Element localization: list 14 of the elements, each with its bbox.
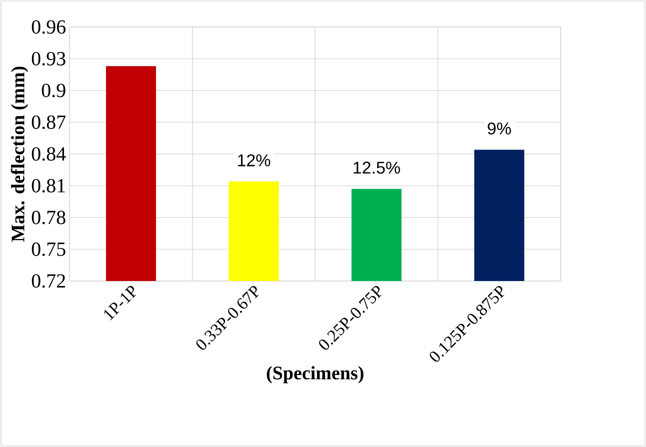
y-tick-label: 0.75 xyxy=(32,242,66,256)
y-tick-label: 0.93 xyxy=(32,52,66,66)
annotation: 12.5% xyxy=(354,162,400,174)
y-tick-label: 0.84 xyxy=(32,147,66,161)
annotation: 9% xyxy=(488,122,511,135)
y-tick-label: 0.81 xyxy=(32,178,65,193)
y-tick-label: 0.96 xyxy=(32,20,66,34)
x-axis-title: (Specimens) xyxy=(266,366,364,384)
y-tick-label: 0.78 xyxy=(32,210,66,224)
y-tick-label: 0.9 xyxy=(42,84,66,98)
y-tick-label: 0.87 xyxy=(32,115,66,130)
annotation: 12% xyxy=(238,154,270,166)
y-tick-label: 0.72 xyxy=(32,274,66,288)
y-axis-title: Max. deflection (mm) xyxy=(10,66,28,242)
